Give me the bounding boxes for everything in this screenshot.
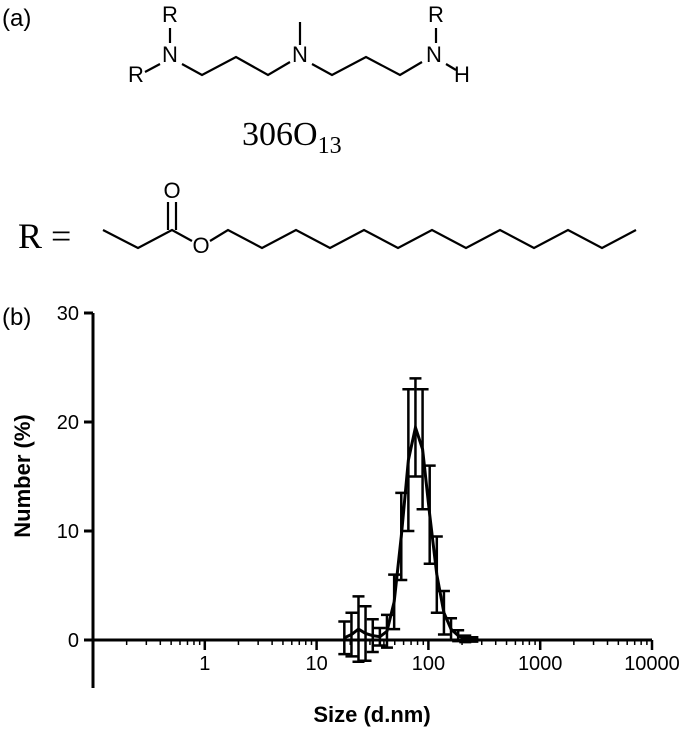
error-bar — [395, 491, 408, 582]
atom: R — [128, 62, 144, 87]
compound-name: 306O13 — [242, 116, 342, 159]
error-bar — [409, 377, 422, 478]
panel-label: (a) — [2, 5, 31, 32]
error-bar — [466, 636, 479, 643]
atom: O — [163, 178, 180, 203]
error-bar — [345, 611, 358, 658]
error-bar — [423, 464, 436, 565]
error-bar — [366, 618, 379, 654]
x-tick-label: 10000 — [624, 653, 680, 675]
error-bar — [380, 613, 393, 649]
x-tick-label: 100 — [412, 653, 445, 675]
compound-base: 306O — [242, 116, 318, 153]
error-bar — [402, 388, 415, 533]
structure-bonds — [102, 22, 637, 250]
error-bar — [430, 535, 443, 614]
x-tick-label: 1000 — [518, 653, 563, 675]
y-tick-label: 30 — [57, 303, 79, 325]
atom: H — [454, 62, 470, 87]
x-tick-label: 1 — [199, 653, 210, 675]
atom: R — [428, 2, 444, 27]
y-tick-label: 10 — [57, 521, 79, 543]
y-tick-label: 0 — [68, 630, 79, 652]
x-axis-label: Size (d.nm) — [313, 702, 430, 727]
error-bar — [373, 626, 386, 647]
error-bar — [388, 573, 401, 631]
atom: N — [426, 42, 442, 67]
panel-label: (b) — [2, 304, 31, 331]
atom: N — [292, 42, 308, 67]
y-tick-label: 20 — [57, 412, 79, 434]
r-definition: R = — [18, 216, 71, 256]
y-axis-label: Number (%) — [10, 414, 35, 537]
error-bar — [338, 620, 351, 656]
error-bar — [416, 388, 429, 511]
error-bar — [359, 604, 372, 662]
x-tick-label: 10 — [305, 653, 327, 675]
atom: O — [192, 233, 209, 258]
atom: R — [162, 2, 178, 27]
error-bar — [437, 589, 450, 636]
atom: N — [162, 42, 178, 67]
compound-subscript: 13 — [318, 133, 342, 159]
